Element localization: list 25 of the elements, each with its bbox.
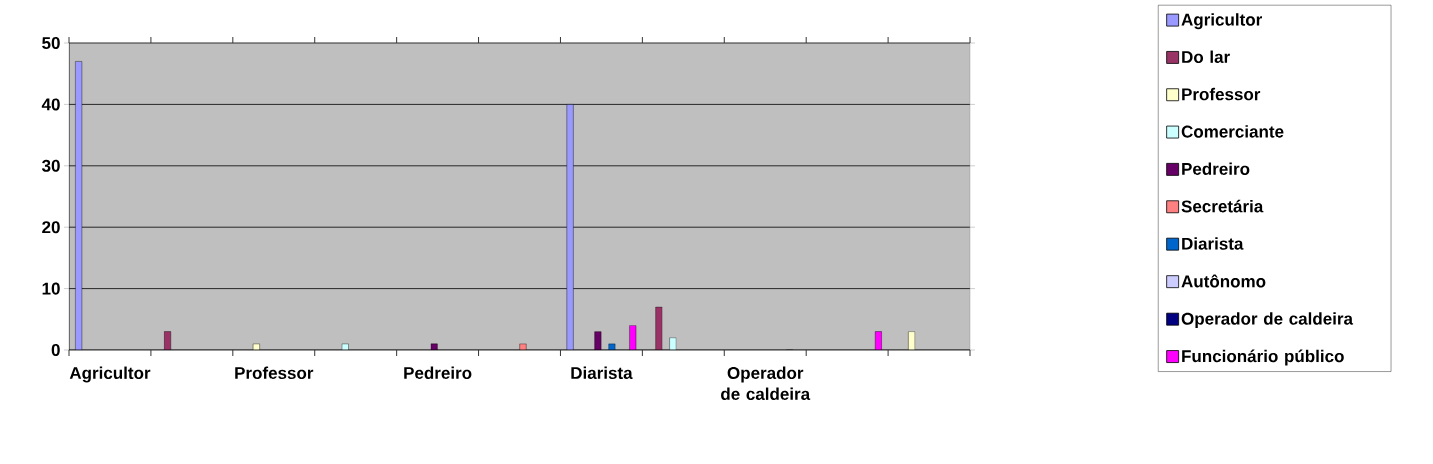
x-tick-label: Operador de caldeira — [721, 366, 811, 401]
y-tick-label: 40 — [41, 98, 60, 111]
x-tick-label: Professor — [235, 366, 314, 380]
y-tick-label: 0 — [51, 343, 60, 357]
y-tick-label: 30 — [41, 159, 60, 172]
legend-label: Diarista — [1182, 237, 1244, 250]
bar — [341, 343, 349, 350]
y-tick-label: 10 — [42, 282, 60, 295]
legend-label: Agricultor — [1181, 13, 1263, 30]
legend-label: Funcionário público — [1182, 349, 1344, 366]
y-tick-label: 50 — [42, 36, 60, 50]
legend-label: Operador de caldeira — [1181, 312, 1354, 329]
bar — [566, 104, 574, 350]
legend-label: Secretária — [1181, 199, 1264, 213]
x-tick-label: Diarista — [571, 366, 633, 380]
bar — [655, 306, 663, 350]
legend-label: Do lar — [1182, 50, 1230, 64]
y-tick-label: 20 — [42, 221, 60, 234]
bar — [164, 331, 171, 350]
legend-label: Autônomo — [1181, 274, 1266, 288]
legend-label: Comerciante — [1181, 125, 1284, 138]
x-tick-label: Pedreiro — [404, 366, 472, 380]
x-tick-label: Agricultor — [69, 366, 151, 383]
legend-label: Professor — [1182, 87, 1261, 101]
legend-label: Pedreiro — [1182, 162, 1250, 175]
